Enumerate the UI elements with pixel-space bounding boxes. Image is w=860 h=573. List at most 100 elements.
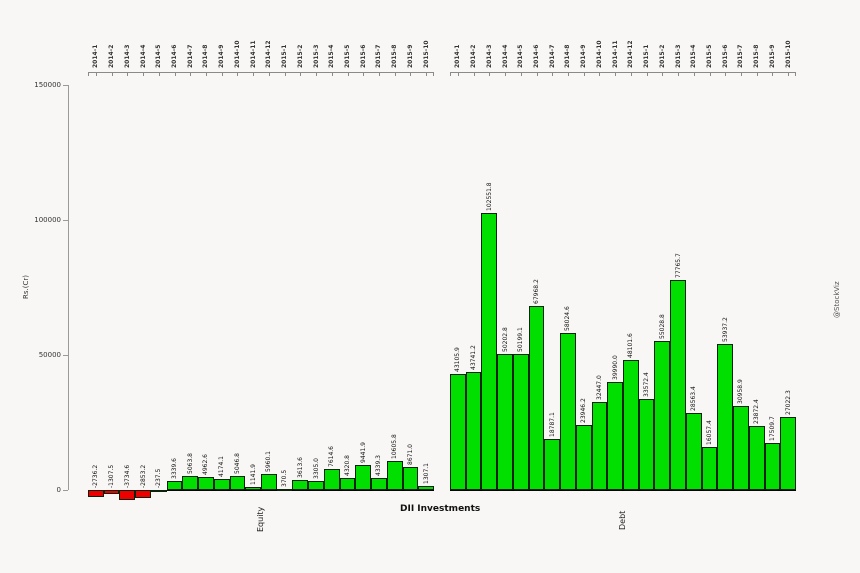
top-axis-tick xyxy=(158,72,160,76)
bar-equity-2015-4 xyxy=(323,469,340,490)
bar-equity-2015-1 xyxy=(276,488,293,491)
top-axis-tick xyxy=(552,72,554,76)
bar-value-label: 43741.2 xyxy=(470,345,478,370)
top-axis-tick-label: 2014-7 xyxy=(548,44,556,68)
top-axis-tick-label: 2015-6 xyxy=(359,44,367,68)
bar-equity-2014-12 xyxy=(261,473,277,490)
bar-equity-2014-5 xyxy=(150,490,167,492)
bar-debt-2014-1 xyxy=(450,373,466,490)
top-axis-tick xyxy=(237,72,239,76)
y-tick-label: 50000 xyxy=(38,351,61,359)
bar-debt-2015-2 xyxy=(654,341,671,490)
bar-debt-2015-1 xyxy=(638,399,655,490)
top-axis-tick xyxy=(284,72,286,76)
top-axis-tick xyxy=(433,72,434,76)
top-axis-line xyxy=(450,72,796,73)
top-axis-tick-label: 2015-6 xyxy=(721,44,729,68)
bar-value-label: 48101.6 xyxy=(627,333,635,359)
top-axis-tick xyxy=(426,72,428,76)
bar-value-label: 4962.6 xyxy=(202,453,210,475)
bar-debt-2014-5 xyxy=(512,354,529,490)
top-axis-tick xyxy=(143,72,145,76)
bar-equity-2014-1 xyxy=(88,490,104,498)
bar-value-label: 55028.8 xyxy=(658,314,666,340)
top-axis-tick-label: 2014-1 xyxy=(454,44,462,68)
top-axis-tick xyxy=(378,72,380,76)
y-axis-tick xyxy=(63,490,68,491)
top-axis-tick-label: 2014-12 xyxy=(265,40,273,68)
top-axis-tick-label: 2015-9 xyxy=(768,44,776,68)
bar-value-label: 1141.9 xyxy=(249,463,257,485)
bar-value-label: 4320.8 xyxy=(344,455,351,477)
top-axis-tick-label: 2014-8 xyxy=(564,44,572,68)
bar-debt-2014-3 xyxy=(481,213,498,490)
bar-value-label: 39990.0 xyxy=(611,355,619,381)
top-axis-tick-label: 2014-5 xyxy=(155,44,163,68)
top-axis-tick-label: 2015-10 xyxy=(784,40,792,68)
bar-equity-2014-8 xyxy=(198,476,214,490)
top-axis-tick xyxy=(772,72,774,76)
bar-value-label: 4339.3 xyxy=(375,455,383,477)
top-axis-tick xyxy=(678,72,680,76)
top-axis-tick xyxy=(473,72,475,76)
top-axis-tick xyxy=(88,72,89,76)
bar-value-label: 23872.4 xyxy=(753,398,761,424)
top-axis-tick-label: 2015-10 xyxy=(422,40,430,68)
bar-debt-2014-6 xyxy=(528,306,545,490)
bar-value-label: 18787.1 xyxy=(548,412,556,438)
top-axis-tick xyxy=(450,72,451,76)
top-axis-tick-label: 2015-7 xyxy=(375,44,383,68)
y-tick-label: 0 xyxy=(56,486,61,494)
bar-debt-2014-8 xyxy=(560,333,576,490)
top-axis-tick xyxy=(795,72,796,76)
y-axis-tick xyxy=(63,220,68,221)
bar-value-label: -1307.5 xyxy=(108,464,116,488)
top-axis-tick-label: 2014-2 xyxy=(470,44,478,68)
top-axis-tick-label: 2014-4 xyxy=(139,44,147,68)
top-axis-tick-label: 2015-2 xyxy=(658,44,666,68)
bar-equity-2015-9 xyxy=(402,466,419,490)
bar-debt-2015-9 xyxy=(764,442,781,490)
top-axis-tick-label: 2014-8 xyxy=(202,44,210,68)
bar-equity-2014-2 xyxy=(103,490,120,494)
top-axis-tick xyxy=(505,72,507,76)
top-axis-tick xyxy=(363,72,365,76)
bar-debt-2014-4 xyxy=(497,354,513,490)
bar-debt-2014-12 xyxy=(623,360,639,490)
bar-equity-2014-9 xyxy=(213,478,230,490)
bar-debt-2015-7 xyxy=(733,406,749,490)
bar-debt-2015-10 xyxy=(780,417,796,490)
bar-equity-2014-10 xyxy=(229,476,246,490)
top-axis-tick xyxy=(662,72,664,76)
bar-equity-2015-7 xyxy=(371,478,387,490)
bar-value-label: 370.5 xyxy=(281,469,289,487)
top-axis-tick xyxy=(190,72,192,76)
top-axis-tick-label: 2014-3 xyxy=(485,44,493,68)
top-axis-tick-label: 2015-9 xyxy=(406,44,414,68)
top-axis-tick-label: 2015-1 xyxy=(281,44,289,68)
bar-equity-2015-2 xyxy=(292,480,309,490)
zero-baseline xyxy=(450,490,796,491)
bar-equity-2015-8 xyxy=(386,461,403,490)
top-axis-tick xyxy=(599,72,601,76)
bar-value-label: 9441.9 xyxy=(359,441,367,463)
top-axis-tick xyxy=(489,72,491,76)
top-axis-tick-label: 2015-2 xyxy=(296,44,304,68)
bar-value-label: 4174.1 xyxy=(218,455,226,477)
top-axis-tick-label: 2014-3 xyxy=(123,44,131,68)
bar-equity-2015-10 xyxy=(418,486,434,490)
bar-value-label: 28563.4 xyxy=(690,386,698,411)
top-axis-tick xyxy=(410,72,412,76)
top-axis-tick-label: 2014-1 xyxy=(92,44,100,68)
top-axis-tick-label: 2015-5 xyxy=(706,44,713,68)
bar-value-label: 102551.8 xyxy=(485,182,493,212)
top-axis-tick-label: 2014-12 xyxy=(627,40,635,68)
top-axis-tick-label: 2014-6 xyxy=(171,44,178,68)
top-axis-tick-label: 2015-8 xyxy=(753,44,761,68)
top-axis-tick xyxy=(536,72,538,76)
bar-value-label: 58024.6 xyxy=(564,306,572,332)
bar-value-label: 27022.3 xyxy=(784,390,792,416)
bar-value-label: 30958.9 xyxy=(737,379,745,405)
